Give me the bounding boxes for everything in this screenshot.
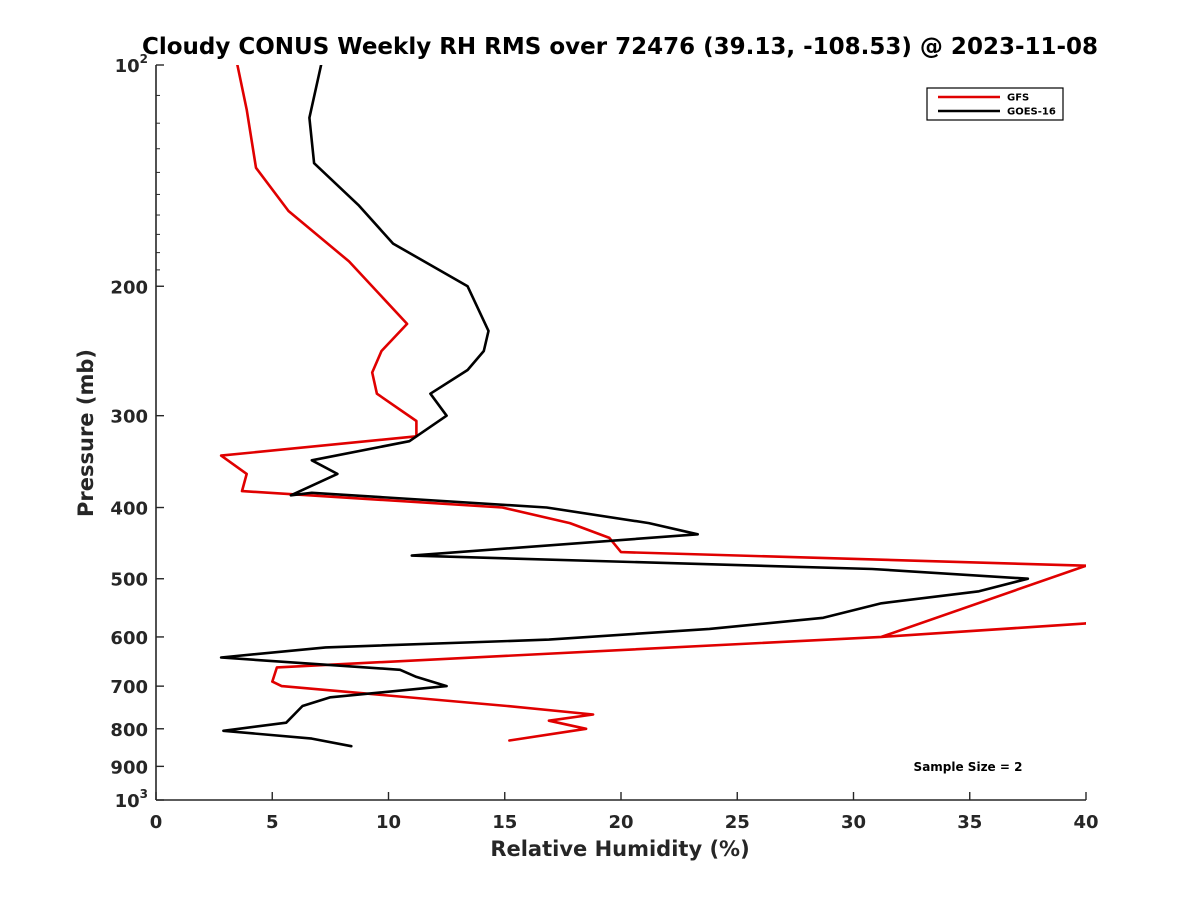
y-tick-label: 800 — [110, 720, 148, 741]
y-tick-label: 102 — [115, 52, 148, 77]
y-tick-label: 300 — [110, 407, 148, 428]
y-tick-label: 400 — [110, 499, 148, 520]
y-tick-label: 500 — [110, 570, 148, 591]
x-tick-label: 10 — [376, 812, 401, 833]
x-tick-label: 20 — [608, 812, 633, 833]
series-layer — [219, 65, 1086, 748]
x-tick-label: 25 — [725, 812, 750, 833]
axes-layer: 0 5 10 15 20 25 30 35 40 102 200 300 400 500 600 700 800… — [110, 52, 1098, 833]
x-tick-label: 15 — [492, 812, 517, 833]
legend-label: GOES-16 — [1007, 107, 1056, 118]
y-tick-label: 200 — [110, 277, 148, 298]
x-tick-label: 0 — [150, 812, 163, 833]
legend-box — [926, 87, 1064, 121]
x-tick-label: 5 — [266, 812, 279, 833]
x-tick-label: 30 — [841, 812, 866, 833]
legend: GFS GOES-16 — [926, 87, 1064, 121]
y-axis-label: Pressure (mb) — [74, 349, 98, 517]
sample-size-annotation: Sample Size = 2 — [914, 760, 1023, 774]
chart-title: Cloudy CONUS Weekly RH RMS over 72476 (3… — [142, 34, 1098, 60]
x-tick-label: 40 — [1073, 812, 1098, 833]
y-tick-label: 900 — [110, 757, 148, 778]
y-tick-label: 103 — [115, 787, 148, 812]
x-tick-label: 35 — [957, 812, 982, 833]
y-tick-label: 600 — [110, 628, 148, 649]
series-line-goes-16 — [219, 65, 1030, 748]
legend-label: GFS — [1007, 93, 1029, 104]
x-axis-label: Relative Humidity (%) — [490, 837, 749, 861]
series-line-gfs — [219, 65, 1086, 742]
y-tick-label: 700 — [110, 677, 148, 698]
